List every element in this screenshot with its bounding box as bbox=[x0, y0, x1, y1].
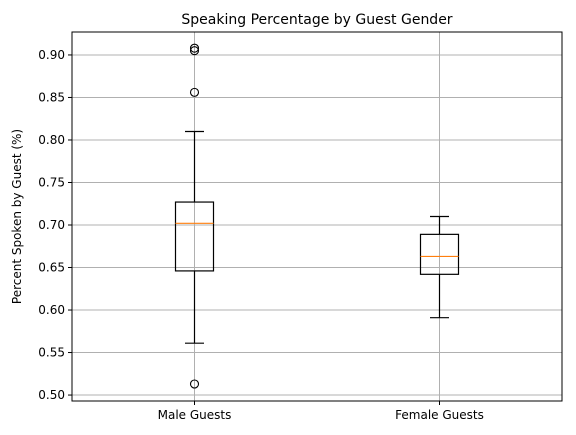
y-tick-label: 0.50 bbox=[38, 388, 65, 402]
x-tick-label: Female Guests bbox=[395, 408, 484, 422]
y-tick-label: 0.85 bbox=[38, 90, 65, 104]
y-tick-label: 0.90 bbox=[38, 48, 65, 62]
y-tick-label: 0.55 bbox=[38, 346, 65, 360]
axes-frame bbox=[71, 31, 563, 402]
y-tick-label: 0.75 bbox=[38, 175, 65, 189]
y-tick-label: 0.65 bbox=[38, 261, 65, 275]
box-iqr bbox=[174, 201, 215, 272]
grid-lines bbox=[72, 32, 562, 401]
box-iqr bbox=[419, 233, 460, 275]
outlier-point bbox=[189, 43, 200, 53]
outlier-point bbox=[189, 87, 200, 97]
x-tick-label: Male Guests bbox=[158, 408, 232, 422]
y-tick-label: 0.60 bbox=[38, 303, 65, 317]
ticks: 0.50 0.55 0.60 0.65 0.70 0.75 0.80 0.85 0.90 Male… bbox=[38, 48, 484, 422]
y-axis-label: Percent Spoken by Guest (%) bbox=[10, 129, 24, 304]
outlier-point bbox=[189, 46, 200, 56]
y-tick-label: 0.70 bbox=[38, 218, 65, 232]
outlier-point bbox=[189, 379, 200, 389]
boxes bbox=[174, 43, 460, 389]
chart-title: Speaking Percentage by Guest Gender bbox=[181, 12, 452, 28]
y-tick-label: 0.80 bbox=[38, 133, 65, 147]
